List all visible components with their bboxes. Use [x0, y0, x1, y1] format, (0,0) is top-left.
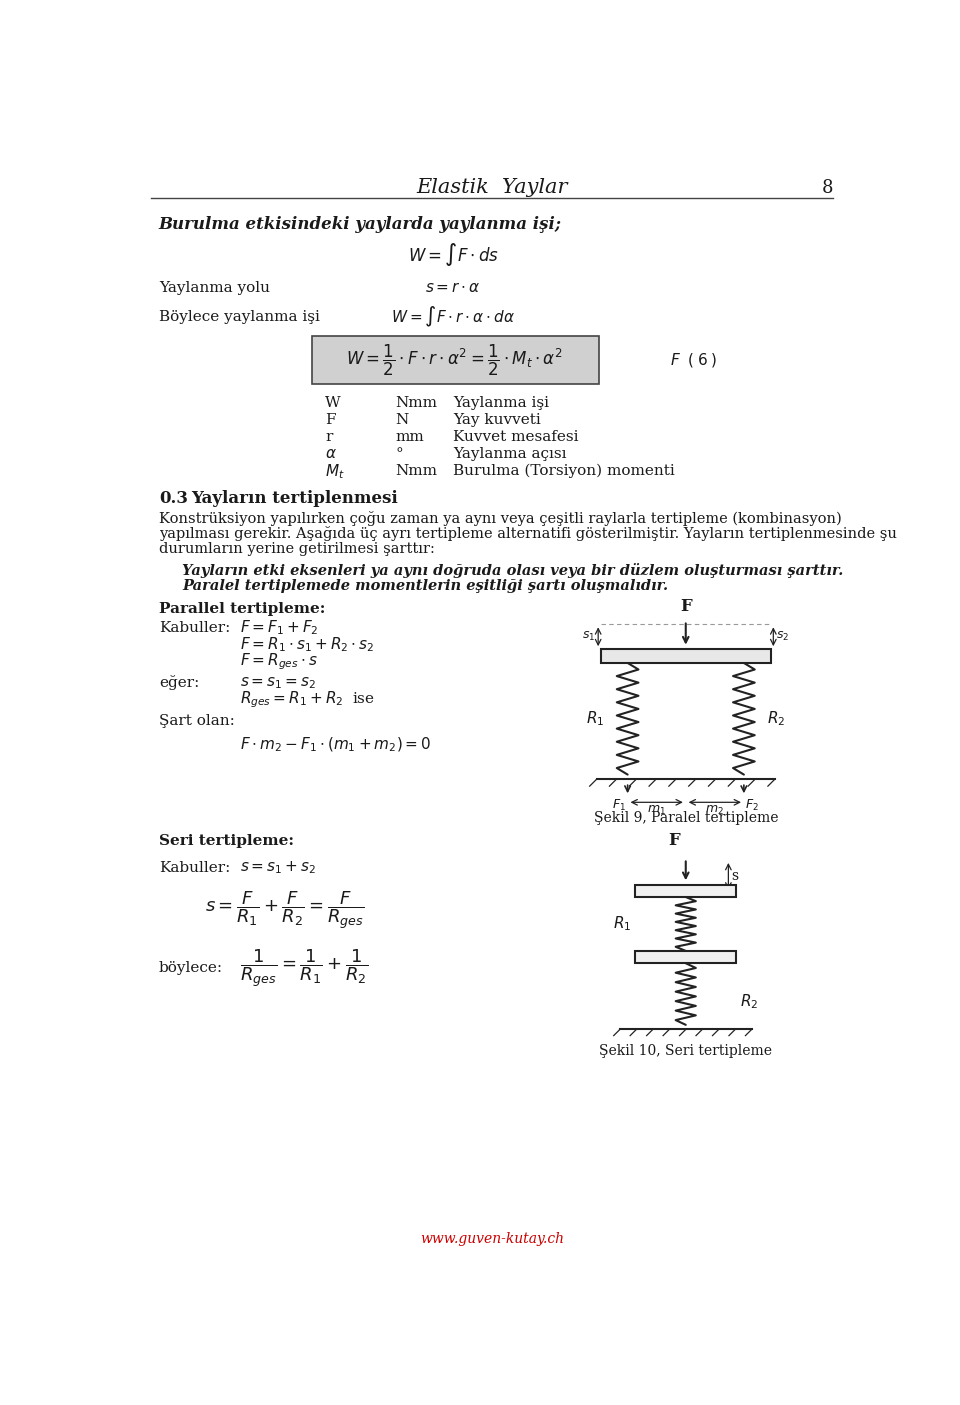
- Text: Yayların tertiplenmesi: Yayların tertiplenmesi: [191, 490, 398, 507]
- Text: $R_{ges} = R_1 + R_2\;$ ise: $R_{ges} = R_1 + R_2\;$ ise: [240, 690, 375, 710]
- Text: °: °: [396, 447, 403, 461]
- Bar: [601, 649, 771, 663]
- Text: Burulma (Torsiyon) momenti: Burulma (Torsiyon) momenti: [453, 464, 675, 479]
- Text: $R_1$: $R_1$: [586, 710, 605, 728]
- Text: $W = \int F \cdot r \cdot \alpha \cdot d\alpha$: $W = \int F \cdot r \cdot \alpha \cdot d…: [392, 305, 516, 329]
- Text: $M_t$: $M_t$: [325, 462, 345, 481]
- Text: $F_2$: $F_2$: [745, 798, 759, 812]
- Bar: [312, 336, 599, 384]
- Text: durumların yerine getirilmesi şarttır:: durumların yerine getirilmesi şarttır:: [158, 542, 435, 556]
- Text: $F = F_1 + F_2$: $F = F_1 + F_2$: [240, 618, 319, 636]
- Text: F: F: [325, 413, 336, 427]
- Text: Yayların etki eksenleri ya aynı doğruda olası veya bir düzlem oluşturması şarttı: Yayların etki eksenleri ya aynı doğruda …: [182, 563, 844, 577]
- Text: mm: mm: [396, 430, 424, 444]
- Text: $s = s_1 + s_2$: $s = s_1 + s_2$: [240, 860, 316, 877]
- Text: Parallel tertipleme:: Parallel tertipleme:: [158, 601, 325, 615]
- Text: $F \;\;(\;6\;)$: $F \;\;(\;6\;)$: [670, 351, 717, 370]
- Text: $\dfrac{1}{R_{ges}} = \dfrac{1}{R_1} + \dfrac{1}{R_2}$: $\dfrac{1}{R_{ges}} = \dfrac{1}{R_1} + \…: [240, 947, 369, 989]
- Text: 8: 8: [822, 178, 833, 197]
- Bar: [636, 951, 736, 964]
- Text: s: s: [732, 870, 738, 884]
- Text: r: r: [325, 430, 333, 444]
- Text: eğer:: eğer:: [158, 676, 199, 690]
- Text: Nmm: Nmm: [396, 464, 437, 478]
- Text: Burulma etkisindeki yaylarda yaylanma işi;: Burulma etkisindeki yaylarda yaylanma iş…: [158, 215, 562, 233]
- Text: $s = r \cdot \alpha$: $s = r \cdot \alpha$: [425, 281, 481, 295]
- Text: Şekil 9, Paralel tertipleme: Şekil 9, Paralel tertipleme: [593, 811, 778, 825]
- Text: Kabuller:: Kabuller:: [158, 621, 230, 635]
- Text: $s = \dfrac{F}{R_1} + \dfrac{F}{R_2} = \dfrac{F}{R_{ges}}$: $s = \dfrac{F}{R_1} + \dfrac{F}{R_2} = \…: [205, 889, 365, 932]
- Text: Şekil 10, Seri tertipleme: Şekil 10, Seri tertipleme: [599, 1044, 772, 1058]
- Text: $F \cdot m_2 - F_1 \cdot (m_1 + m_2) = 0$: $F \cdot m_2 - F_1 \cdot (m_1 + m_2) = 0…: [240, 735, 431, 753]
- Text: www.guven-kutay.ch: www.guven-kutay.ch: [420, 1232, 564, 1246]
- Text: yapılması gerekir. Aşağıda üç ayrı tertipleme alternatifi gösterilmiştir. Yaylar: yapılması gerekir. Aşağıda üç ayrı terti…: [158, 525, 897, 541]
- Text: F: F: [680, 599, 691, 615]
- Text: $R_2$: $R_2$: [767, 710, 785, 728]
- Text: Kabuller:: Kabuller:: [158, 861, 230, 875]
- Text: $R_2$: $R_2$: [740, 992, 758, 1012]
- Text: $F_1$: $F_1$: [612, 798, 626, 812]
- Text: 0.3: 0.3: [158, 490, 188, 507]
- Text: F: F: [668, 832, 680, 849]
- Text: $m_1$: $m_1$: [647, 804, 665, 816]
- Text: Yaylanma yolu: Yaylanma yolu: [158, 281, 270, 295]
- Text: $m_2$: $m_2$: [705, 804, 724, 816]
- Text: $W = \dfrac{1}{2} \cdot F \cdot r \cdot \alpha^2 = \dfrac{1}{2} \cdot M_t \cdot : $W = \dfrac{1}{2} \cdot F \cdot r \cdot …: [347, 343, 564, 378]
- Text: Paralel tertiplemede momentlerin eşitliği şartı oluşmalıdır.: Paralel tertiplemede momentlerin eşitliğ…: [182, 579, 668, 593]
- Text: W: W: [325, 396, 341, 410]
- Text: böylece:: böylece:: [158, 961, 223, 975]
- Text: Yaylanma işi: Yaylanma işi: [453, 396, 549, 410]
- Text: Şart olan:: Şart olan:: [158, 715, 234, 728]
- Text: $s = s_1 = s_2$: $s = s_1 = s_2$: [240, 676, 316, 691]
- Text: Nmm: Nmm: [396, 396, 437, 410]
- Text: Konstrüksiyon yapılırken çoğu zaman ya aynı veya çeşitli raylarla tertipleme (ko: Konstrüksiyon yapılırken çoğu zaman ya a…: [158, 510, 842, 525]
- Text: $\alpha$: $\alpha$: [325, 447, 337, 461]
- Text: Seri tertipleme:: Seri tertipleme:: [158, 833, 294, 847]
- Text: N: N: [396, 413, 408, 427]
- Text: Yay kuvveti: Yay kuvveti: [453, 413, 541, 427]
- Text: $F = R_1 \cdot s_1 + R_2 \cdot s_2$: $F = R_1 \cdot s_1 + R_2 \cdot s_2$: [240, 635, 374, 653]
- Bar: [636, 885, 736, 896]
- Text: $R_1$: $R_1$: [613, 915, 632, 933]
- Text: Elastik  Yaylar: Elastik Yaylar: [417, 178, 567, 197]
- Text: $W = \int F \cdot ds$: $W = \int F \cdot ds$: [408, 242, 499, 268]
- Text: $F = R_{ges} \cdot s$: $F = R_{ges} \cdot s$: [240, 651, 318, 672]
- Text: Yaylanma açısı: Yaylanma açısı: [453, 447, 566, 461]
- Text: $s_2$: $s_2$: [777, 631, 789, 643]
- Text: Kuvvet mesafesi: Kuvvet mesafesi: [453, 430, 579, 444]
- Text: Böylece yaylanma işi: Böylece yaylanma işi: [158, 311, 320, 325]
- Text: $s_1$: $s_1$: [582, 631, 595, 643]
